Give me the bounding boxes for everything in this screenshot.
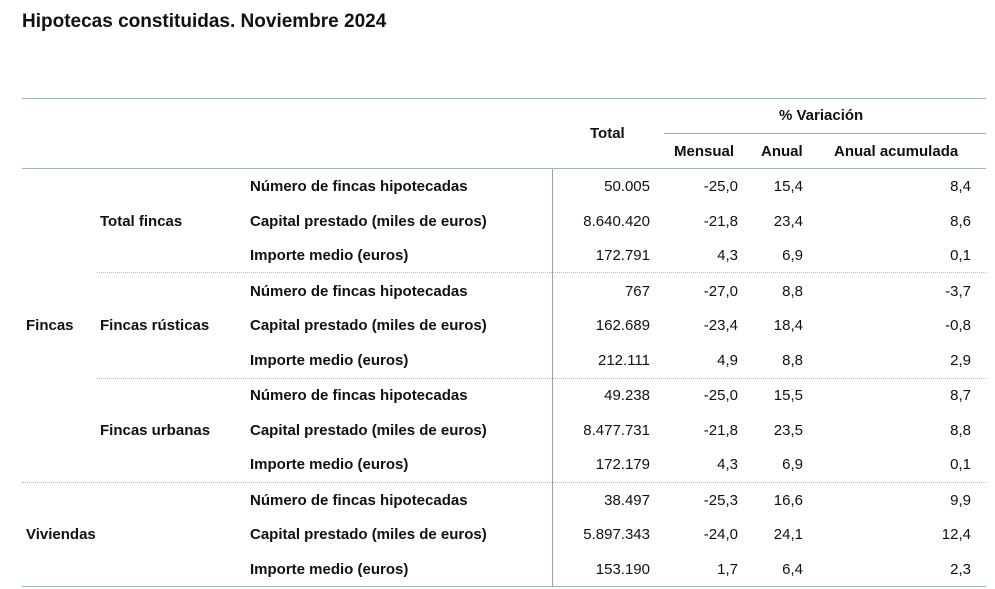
header-anual-acumulada: Anual acumulada [834, 143, 959, 160]
row-concept: Capital prestado (miles de euros) [250, 317, 487, 334]
subgroup-label-fincas-rusticas: Fincas rústicas [100, 317, 210, 334]
row-anual: 6,9 [782, 456, 803, 473]
row-concept: Número de fincas hipotecadas [250, 283, 468, 300]
header-mensual: Mensual [674, 143, 735, 160]
row-mensual: 4,3 [717, 456, 738, 473]
group-label-viviendas: Viviendas [26, 526, 96, 543]
row-concept: Capital prestado (miles de euros) [250, 526, 487, 543]
row-anual-acumulada: -0,8 [945, 317, 971, 334]
row-anual-acumulada: 12,4 [941, 526, 971, 543]
row-total: 8.640.420 [583, 213, 650, 230]
row-mensual: -24,0 [703, 526, 738, 543]
header-variacion: % Variación [779, 107, 864, 124]
row-mensual: 4,3 [717, 247, 738, 264]
row-anual: 23,4 [773, 213, 803, 230]
row-mensual: -25,0 [703, 387, 738, 404]
row-total: 212.111 [598, 352, 650, 369]
row-total: 5.897.343 [583, 526, 650, 543]
row-total: 162.689 [595, 317, 650, 334]
row-anual-acumulada: 2,9 [950, 352, 971, 369]
row-total: 153.190 [595, 561, 650, 578]
table-bottom-border [22, 586, 986, 587]
row-concept: Importe medio (euros) [250, 247, 409, 264]
section-divider [22, 482, 986, 483]
row-anual: 8,8 [782, 283, 803, 300]
table-top-border [22, 98, 986, 99]
row-concept: Importe medio (euros) [250, 456, 409, 473]
row-concept: Importe medio (euros) [250, 352, 409, 369]
row-total: 172.791 [595, 247, 650, 264]
row-total: 38.497 [604, 492, 650, 509]
row-anual-acumulada: 8,7 [950, 387, 971, 404]
row-concept: Número de fincas hipotecadas [250, 492, 468, 509]
row-total: 49.238 [604, 387, 650, 404]
row-anual: 18,4 [773, 317, 803, 334]
subgroup-label-fincas-urbanas: Fincas urbanas [100, 422, 211, 439]
row-mensual: -21,8 [703, 422, 738, 439]
header-anual: Anual [761, 143, 803, 160]
row-concept: Número de fincas hipotecadas [250, 178, 468, 195]
row-anual: 6,9 [782, 247, 803, 264]
row-anual-acumulada: -3,7 [945, 283, 971, 300]
group-label-fincas: Fincas [26, 317, 74, 334]
concept-column-divider [552, 169, 553, 586]
subgroup-label-total-fincas: Total fincas [100, 213, 183, 230]
row-anual: 15,5 [773, 387, 803, 404]
table-header-divider [22, 168, 986, 169]
header-total: Total [590, 125, 625, 142]
section-divider [97, 378, 986, 379]
row-anual: 16,6 [773, 492, 803, 509]
row-concept: Capital prestado (miles de euros) [250, 213, 487, 230]
row-mensual: -23,4 [703, 317, 738, 334]
page-title: Hipotecas constituidas. Noviembre 2024 [22, 11, 387, 32]
row-anual-acumulada: 8,8 [950, 422, 971, 439]
row-total: 50.005 [604, 178, 650, 195]
row-anual: 6,4 [782, 561, 803, 578]
row-mensual: -21,8 [703, 213, 738, 230]
row-anual-acumulada: 8,4 [950, 178, 971, 195]
row-total: 8.477.731 [583, 422, 650, 439]
row-anual: 15,4 [773, 178, 803, 195]
row-mensual: 1,7 [717, 561, 738, 578]
row-anual-acumulada: 8,6 [950, 213, 971, 230]
row-anual: 8,8 [782, 352, 803, 369]
row-anual: 23,5 [773, 422, 803, 439]
row-anual-acumulada: 0,1 [950, 456, 971, 473]
row-mensual: -25,3 [703, 492, 738, 509]
row-anual-acumulada: 2,3 [950, 561, 971, 578]
variation-header-divider [664, 133, 986, 134]
row-mensual: 4,9 [717, 352, 738, 369]
row-anual-acumulada: 0,1 [950, 247, 971, 264]
row-total: 172.179 [595, 456, 650, 473]
row-mensual: -27,0 [703, 283, 738, 300]
row-mensual: -25,0 [703, 178, 738, 195]
row-anual: 24,1 [773, 526, 803, 543]
row-anual-acumulada: 9,9 [950, 492, 971, 509]
section-divider [97, 272, 986, 273]
row-concept: Capital prestado (miles de euros) [250, 422, 487, 439]
row-total: 767 [624, 283, 650, 300]
row-concept: Importe medio (euros) [250, 561, 409, 578]
row-concept: Número de fincas hipotecadas [250, 387, 468, 404]
